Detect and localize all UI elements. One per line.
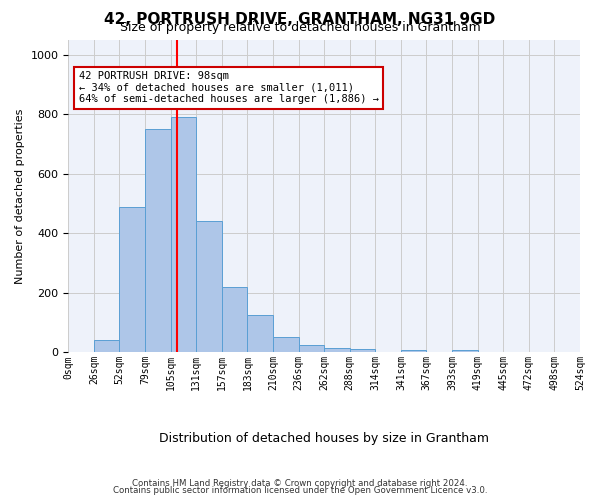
- Bar: [401, 350, 427, 352]
- Bar: [170, 118, 196, 352]
- Text: 42 PORTRUSH DRIVE: 98sqm
← 34% of detached houses are smaller (1,011)
64% of sem: 42 PORTRUSH DRIVE: 98sqm ← 34% of detach…: [79, 71, 379, 104]
- Bar: [222, 287, 247, 352]
- Bar: [324, 348, 350, 352]
- Bar: [350, 350, 376, 352]
- Text: Size of property relative to detached houses in Grantham: Size of property relative to detached ho…: [119, 22, 481, 35]
- Bar: [299, 345, 324, 352]
- Bar: [273, 338, 299, 352]
- Bar: [247, 315, 273, 352]
- Text: Contains public sector information licensed under the Open Government Licence v3: Contains public sector information licen…: [113, 486, 487, 495]
- Text: 42, PORTRUSH DRIVE, GRANTHAM, NG31 9GD: 42, PORTRUSH DRIVE, GRANTHAM, NG31 9GD: [104, 12, 496, 26]
- Bar: [452, 350, 478, 352]
- Y-axis label: Number of detached properties: Number of detached properties: [15, 108, 25, 284]
- X-axis label: Distribution of detached houses by size in Grantham: Distribution of detached houses by size …: [159, 432, 489, 445]
- Bar: [119, 206, 145, 352]
- Bar: [196, 222, 222, 352]
- Bar: [94, 340, 119, 352]
- Text: Contains HM Land Registry data © Crown copyright and database right 2024.: Contains HM Land Registry data © Crown c…: [132, 478, 468, 488]
- Bar: [145, 129, 170, 352]
